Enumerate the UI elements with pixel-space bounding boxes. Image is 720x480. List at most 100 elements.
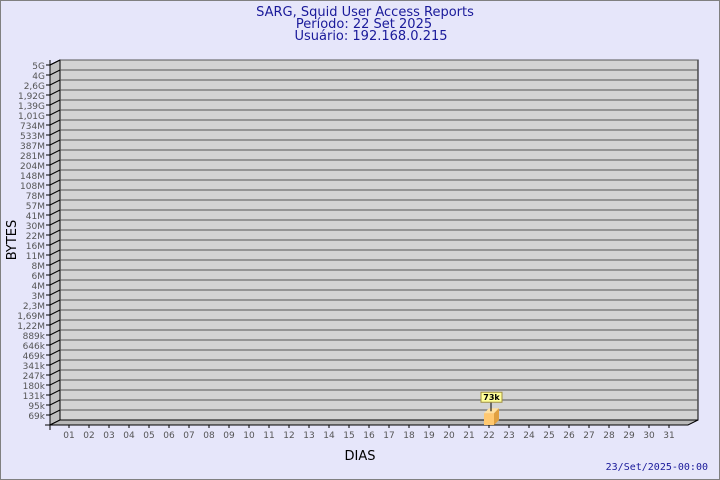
x-tick-label: 03 bbox=[103, 431, 114, 441]
y-tick-label: 1,92G bbox=[18, 92, 45, 102]
gridline-depth bbox=[49, 389, 61, 396]
y-tick-label: 1,01G bbox=[18, 112, 45, 122]
x-tick-label: 23 bbox=[503, 431, 514, 441]
chart-subtitle-user: Usuário: 192.168.0.215 bbox=[294, 29, 447, 44]
x-tick-label: 30 bbox=[643, 431, 655, 441]
y-tick-label: 57M bbox=[26, 202, 45, 212]
x-tick-label: 04 bbox=[123, 431, 135, 441]
chart-subtitle-period: Período: 22 Set 2025 bbox=[296, 17, 432, 32]
y-tick-label: 148M bbox=[20, 172, 45, 182]
y-tick-label: 4M bbox=[32, 282, 46, 292]
y-tick-label: 247k bbox=[23, 372, 46, 382]
gridline-depth bbox=[49, 129, 61, 136]
gridline-depth bbox=[49, 79, 61, 86]
x-tick-label: 01 bbox=[63, 431, 74, 441]
chart-title: SARG, Squid User Access Reports bbox=[256, 5, 474, 20]
gridline-depth bbox=[49, 99, 61, 106]
x-tick-label: 20 bbox=[443, 431, 455, 441]
gridline-depth bbox=[49, 179, 61, 186]
x-tick-label: 06 bbox=[163, 431, 175, 441]
gridline-depth bbox=[49, 239, 61, 246]
gridline-depth bbox=[49, 159, 61, 166]
gridline-depth bbox=[49, 199, 61, 206]
gridline-depth bbox=[49, 59, 61, 66]
gridline-depth bbox=[49, 119, 61, 126]
gridline-depth bbox=[49, 409, 61, 416]
gridline-depth bbox=[49, 339, 61, 346]
gridline-depth bbox=[49, 139, 61, 146]
y-tick-label: 1,22M bbox=[17, 322, 45, 332]
y-tick-label: 180k bbox=[23, 382, 46, 392]
gridline-depth bbox=[49, 69, 61, 76]
x-tick-label: 10 bbox=[243, 431, 255, 441]
y-tick-label: 2,6G bbox=[24, 82, 45, 92]
y-tick-label: 41M bbox=[26, 212, 45, 222]
y-axis-label: BYTES bbox=[5, 220, 20, 261]
y-tick-label: 387M bbox=[20, 142, 45, 152]
y-tick-label: 2,3M bbox=[23, 302, 45, 312]
y-tick-label: 78M bbox=[26, 192, 45, 202]
gridline-depth bbox=[49, 219, 61, 226]
gridline-depth bbox=[49, 329, 61, 336]
x-tick-label: 27 bbox=[583, 431, 594, 441]
gridline-depth bbox=[49, 169, 61, 176]
gridline-depth bbox=[49, 289, 61, 296]
y-tick-label: 4G bbox=[32, 72, 45, 82]
y-tick-label: 646k bbox=[23, 342, 46, 352]
gridline-depth bbox=[49, 309, 61, 316]
gridline-depth bbox=[49, 369, 61, 376]
y-tick-label: 469k bbox=[23, 352, 46, 362]
y-tick-label: 281M bbox=[20, 152, 45, 162]
gridline-depth bbox=[49, 319, 61, 326]
y-tick-label: 734M bbox=[20, 122, 45, 132]
gridline-depth bbox=[49, 279, 61, 286]
x-tick-label: 09 bbox=[223, 431, 235, 441]
y-tick-label: 108M bbox=[20, 182, 45, 192]
x-tick-label: 25 bbox=[543, 431, 554, 441]
x-tick-label: 02 bbox=[83, 431, 94, 441]
x-tick-label: 14 bbox=[323, 431, 335, 441]
gridline-depth bbox=[49, 259, 61, 266]
x-tick-label: 17 bbox=[383, 431, 394, 441]
y-tick-label: 16M bbox=[26, 242, 45, 252]
bar-label-box bbox=[480, 391, 503, 403]
gridline-depth bbox=[49, 379, 61, 386]
gridline-depth bbox=[49, 209, 61, 216]
x-tick-label: 08 bbox=[203, 431, 215, 441]
gridline-depth bbox=[49, 189, 61, 196]
y-tick-label: 341k bbox=[23, 362, 46, 372]
footer-timestamp: 23/Set/2025-00:00 bbox=[606, 462, 708, 473]
y-tick-label: 11M bbox=[26, 252, 45, 262]
y-tick-label: 204M bbox=[20, 162, 45, 172]
x-axis-label: DIAS bbox=[345, 449, 376, 464]
y-tick-label: 30M bbox=[26, 222, 45, 232]
x-tick-label: 26 bbox=[563, 431, 575, 441]
plot-floor bbox=[49, 419, 699, 426]
gridline-depth bbox=[49, 349, 61, 356]
x-tick-label: 31 bbox=[663, 431, 674, 441]
bar-value-label: 73k bbox=[483, 393, 500, 402]
bar bbox=[484, 413, 494, 425]
x-tick-label: 12 bbox=[283, 431, 294, 441]
y-tick-label: 1,39G bbox=[18, 102, 45, 112]
x-tick-label: 15 bbox=[343, 431, 354, 441]
y-tick-label: 131k bbox=[23, 392, 46, 402]
y-tick-label: 1,69M bbox=[17, 312, 45, 322]
x-tick-label: 13 bbox=[303, 431, 314, 441]
gridline-depth bbox=[49, 299, 61, 306]
gridline-depth bbox=[49, 109, 61, 116]
x-tick-label: 22 bbox=[483, 431, 494, 441]
y-tick-label: 22M bbox=[26, 232, 45, 242]
gridline-depth bbox=[49, 249, 61, 256]
x-tick-label: 24 bbox=[523, 431, 535, 441]
gridline-depth bbox=[49, 89, 61, 96]
y-tick-label: 95k bbox=[28, 402, 45, 412]
y-tick-label: 69k bbox=[28, 412, 45, 422]
y-tick-label: 5G bbox=[32, 62, 45, 72]
bar-side bbox=[494, 408, 499, 425]
x-tick-label: 05 bbox=[143, 431, 154, 441]
gridline-depth bbox=[49, 149, 61, 156]
x-tick-label: 07 bbox=[183, 431, 194, 441]
y-tick-label: 533M bbox=[20, 132, 45, 142]
